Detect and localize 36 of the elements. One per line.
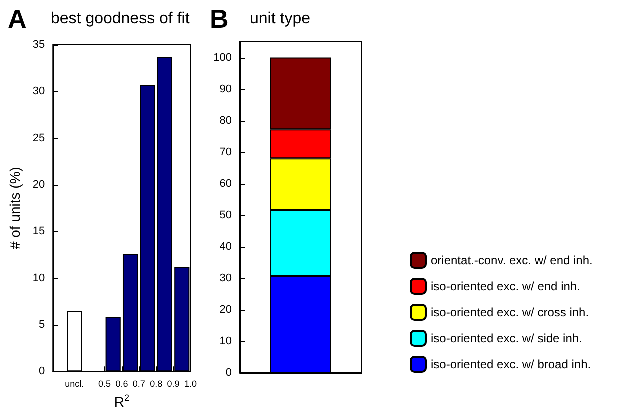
y-tick-label: 100 bbox=[214, 52, 232, 64]
y-tick-label: 10 bbox=[220, 335, 232, 348]
y-tick-label: 25 bbox=[32, 132, 46, 144]
y-tick-label: 0 bbox=[39, 366, 46, 378]
y-tick-label: 0 bbox=[226, 367, 232, 379]
y-tick-label: 20 bbox=[220, 304, 232, 316]
y-tick-label: 20 bbox=[32, 178, 46, 191]
y-tick-label: 70 bbox=[220, 146, 232, 158]
x-tick-label: 0.6 bbox=[116, 379, 128, 390]
chart-title: best goodness of fit bbox=[51, 10, 190, 28]
y-tick-label: 40 bbox=[220, 240, 232, 253]
y-tick-label: 35 bbox=[32, 39, 46, 51]
y-tick-label: 15 bbox=[32, 226, 46, 238]
y-tick-label: 30 bbox=[32, 86, 46, 98]
y-tick-label: 5 bbox=[39, 318, 46, 331]
legend-label: iso-oriented exc. w/ cross inh. bbox=[431, 306, 590, 320]
x-tick-label: 0.9 bbox=[167, 379, 180, 390]
x-tick-label: 0.5 bbox=[98, 379, 111, 390]
y-tick-label: 80 bbox=[220, 114, 232, 127]
text: B bbox=[210, 4, 229, 34]
y-tick-label: 30 bbox=[220, 272, 232, 284]
y-tick-label: 60 bbox=[220, 178, 232, 190]
x-tick-label: uncl. bbox=[65, 379, 84, 390]
legend-label: iso-oriented exc. w/ end inh. bbox=[431, 280, 580, 294]
x-tick-label: 0.8 bbox=[150, 379, 163, 390]
legend-label: orientat.-conv. exc. w/ end inh. bbox=[431, 254, 593, 268]
legend-label: iso-oriented exc. w/ side inh. bbox=[431, 332, 582, 346]
y-tick-label: 90 bbox=[220, 83, 232, 96]
y-tick-label: 50 bbox=[220, 209, 232, 222]
x-tick-label: 0.7 bbox=[132, 379, 146, 390]
y-tick-label: 10 bbox=[32, 272, 46, 284]
chart-title: unit type bbox=[250, 10, 311, 28]
legend-label: iso-oriented exc. w/ broad inh. bbox=[431, 358, 592, 372]
text: A bbox=[8, 4, 27, 34]
y-axis-title: # of units (%) bbox=[7, 167, 23, 250]
x-tick-label: 1.0 bbox=[184, 379, 197, 390]
